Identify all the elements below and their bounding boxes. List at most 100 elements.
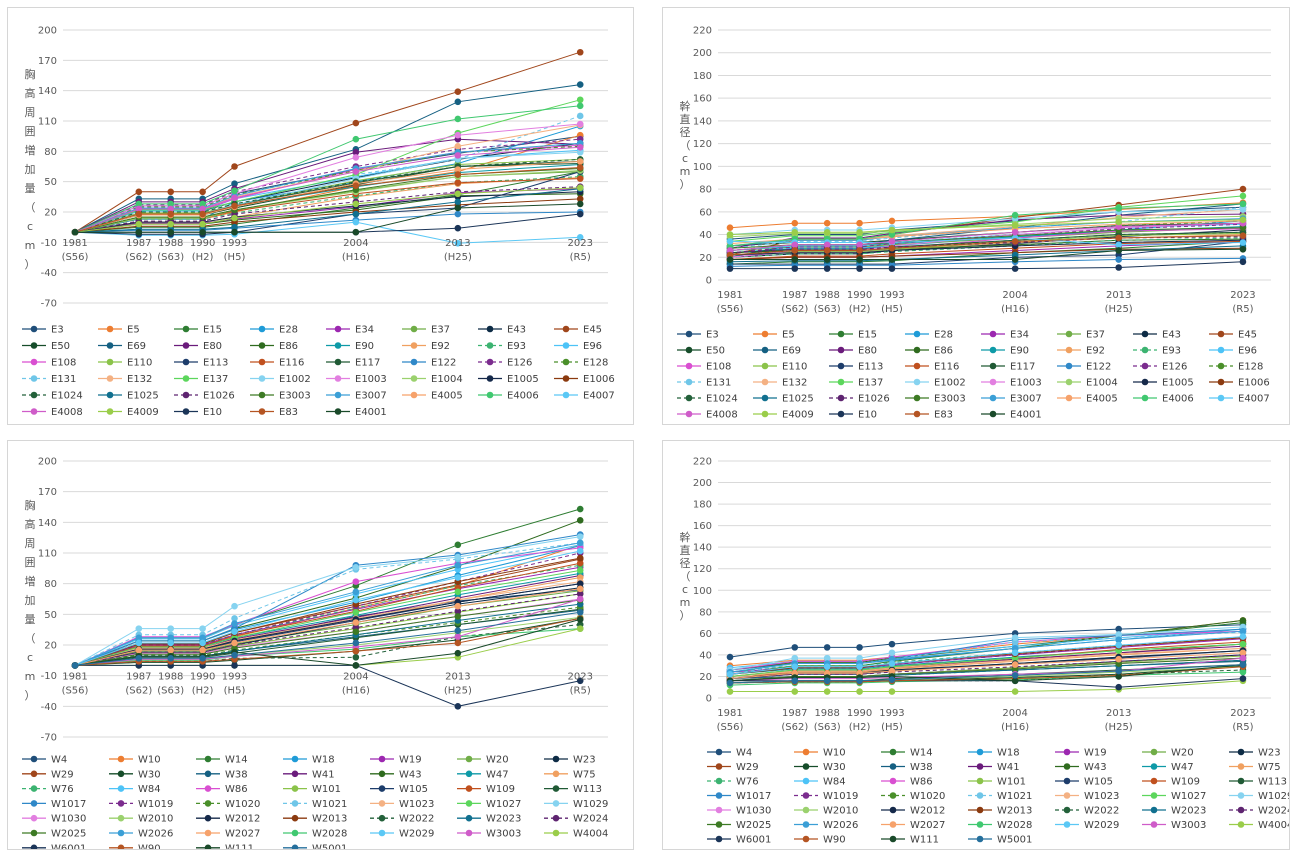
data-point-E4009 — [576, 184, 584, 192]
data-point-W4004 — [856, 688, 863, 695]
data-point-W86 — [352, 578, 360, 585]
data-point-E4006 — [1115, 205, 1122, 212]
data-point-W5001 — [888, 676, 896, 683]
legend-label: W2023 — [1171, 806, 1206, 817]
legend-label: W2010 — [823, 806, 858, 817]
data-point-E4008 — [726, 247, 734, 254]
series-line-W2029 — [74, 550, 581, 666]
data-point-E4001 — [135, 228, 143, 236]
x-tick-sublabel: (H16) — [1001, 304, 1029, 315]
legend-marker — [976, 806, 984, 814]
x-tick-sublabel: (H5) — [881, 304, 903, 315]
y-tick-label: 170 — [38, 56, 57, 67]
legend-label: E1005 — [507, 374, 539, 385]
legend-marker — [334, 408, 342, 415]
legend-label: W84 — [138, 784, 161, 795]
series-line-E3003 — [74, 168, 581, 233]
legend-label: W101 — [997, 777, 1026, 788]
legend-label: W3003 — [486, 829, 521, 840]
legend-label: E117 — [355, 358, 380, 369]
legend-marker — [761, 378, 769, 386]
legend-label: W86 — [910, 777, 933, 788]
legend-label: W2010 — [138, 814, 173, 825]
legend-label: W43 — [399, 769, 422, 780]
legend-marker — [989, 410, 997, 418]
legend-marker — [802, 792, 810, 799]
legend-label: W38 — [910, 762, 933, 773]
series-line-W1027 — [729, 643, 1243, 677]
data-point-E10 — [576, 210, 584, 218]
chart-panel-top-left: -70 -40 -10 20 50 80 110 140 170 200 胸高周囲増加量（ c m） 19… — [7, 7, 634, 425]
x-tick-sublabel: (S56) — [62, 685, 89, 696]
x-tick-sublabel: (H2) — [192, 252, 214, 263]
x-tick-label: 1990 — [847, 290, 872, 301]
legend-label: W4004 — [1258, 820, 1289, 831]
data-point-E4006 — [1239, 200, 1247, 208]
chart-svg-bottom-left: -70 -40 -10 20 50 80 110 140 170 200 胸高周囲増加量（ c m ） 19… — [22, 457, 608, 849]
legend-marker — [291, 829, 299, 837]
legend-marker — [685, 362, 693, 370]
legend-marker — [685, 378, 693, 386]
y-tick-label: 20 — [44, 208, 57, 219]
legend-label: W41 — [997, 762, 1020, 773]
data-point-W2028 — [1239, 668, 1247, 676]
data-point-W1027 — [454, 588, 462, 596]
legend-label: W30 — [138, 769, 161, 780]
legend-marker — [976, 835, 984, 843]
data-point-E1002 — [1239, 206, 1247, 213]
series-line-W1029 — [729, 626, 1243, 671]
data-point-E4001 — [167, 228, 175, 236]
data-point-E122 — [454, 210, 462, 218]
legend-marker — [685, 394, 693, 402]
data-point-W4 — [726, 653, 734, 661]
data-point-E10 — [1011, 265, 1019, 272]
series-line-E4009 — [74, 187, 581, 233]
legend-marker — [1065, 394, 1073, 402]
legend-label: E117 — [1010, 362, 1035, 373]
legend-marker — [976, 792, 984, 799]
x-tick-label: 1990 — [190, 238, 215, 249]
data-point-E80 — [352, 149, 360, 156]
legend-label: W2029 — [399, 829, 434, 840]
x-tick-label: 1988 — [158, 671, 183, 682]
legend-label: E5 — [127, 325, 140, 336]
data-point-W111 — [1115, 673, 1122, 680]
legend-label: W23 — [573, 755, 596, 766]
legend-marker — [378, 770, 386, 778]
x-tick-label: 1988 — [814, 708, 839, 719]
data-point-W1029 — [823, 654, 831, 662]
data-point-E83 — [791, 247, 799, 254]
legend-marker — [889, 792, 897, 799]
data-point-E5 — [823, 219, 831, 227]
legend-marker — [30, 375, 38, 382]
data-point-E4007 — [352, 218, 360, 226]
data-point-W6001 — [1239, 675, 1247, 682]
series-line-E5 — [729, 202, 1243, 229]
legend-label: E10 — [858, 410, 877, 421]
data-point-W1029 — [231, 602, 238, 610]
legend-label: W1023 — [399, 799, 434, 810]
y-tick-label: 20 — [44, 641, 57, 652]
legend-marker — [562, 358, 570, 366]
data-point-W2027 — [135, 646, 143, 654]
legend-label: E1024 — [51, 391, 83, 402]
legend-marker — [562, 342, 570, 349]
series-line-W30 — [74, 617, 581, 666]
legend-marker — [410, 358, 418, 366]
legend-marker — [182, 391, 190, 399]
data-point-E4007 — [726, 238, 734, 245]
legend-marker — [685, 330, 693, 338]
x-tick-label: 1993 — [879, 708, 904, 719]
legend-label: E1006 — [1238, 378, 1270, 389]
x-tick-label: 2013 — [1106, 708, 1131, 719]
data-point-W5001 — [1239, 661, 1247, 668]
legend-marker — [715, 835, 723, 843]
data-point-W5001 — [71, 662, 79, 669]
y-tick-label: 140 — [693, 116, 712, 127]
legend-marker — [378, 755, 386, 763]
data-point-W2029 — [1011, 649, 1019, 657]
legend-label: W105 — [1084, 777, 1113, 788]
data-point-E10 — [1115, 264, 1122, 271]
data-point-E83 — [576, 164, 584, 171]
data-point-E4006 — [576, 102, 584, 110]
